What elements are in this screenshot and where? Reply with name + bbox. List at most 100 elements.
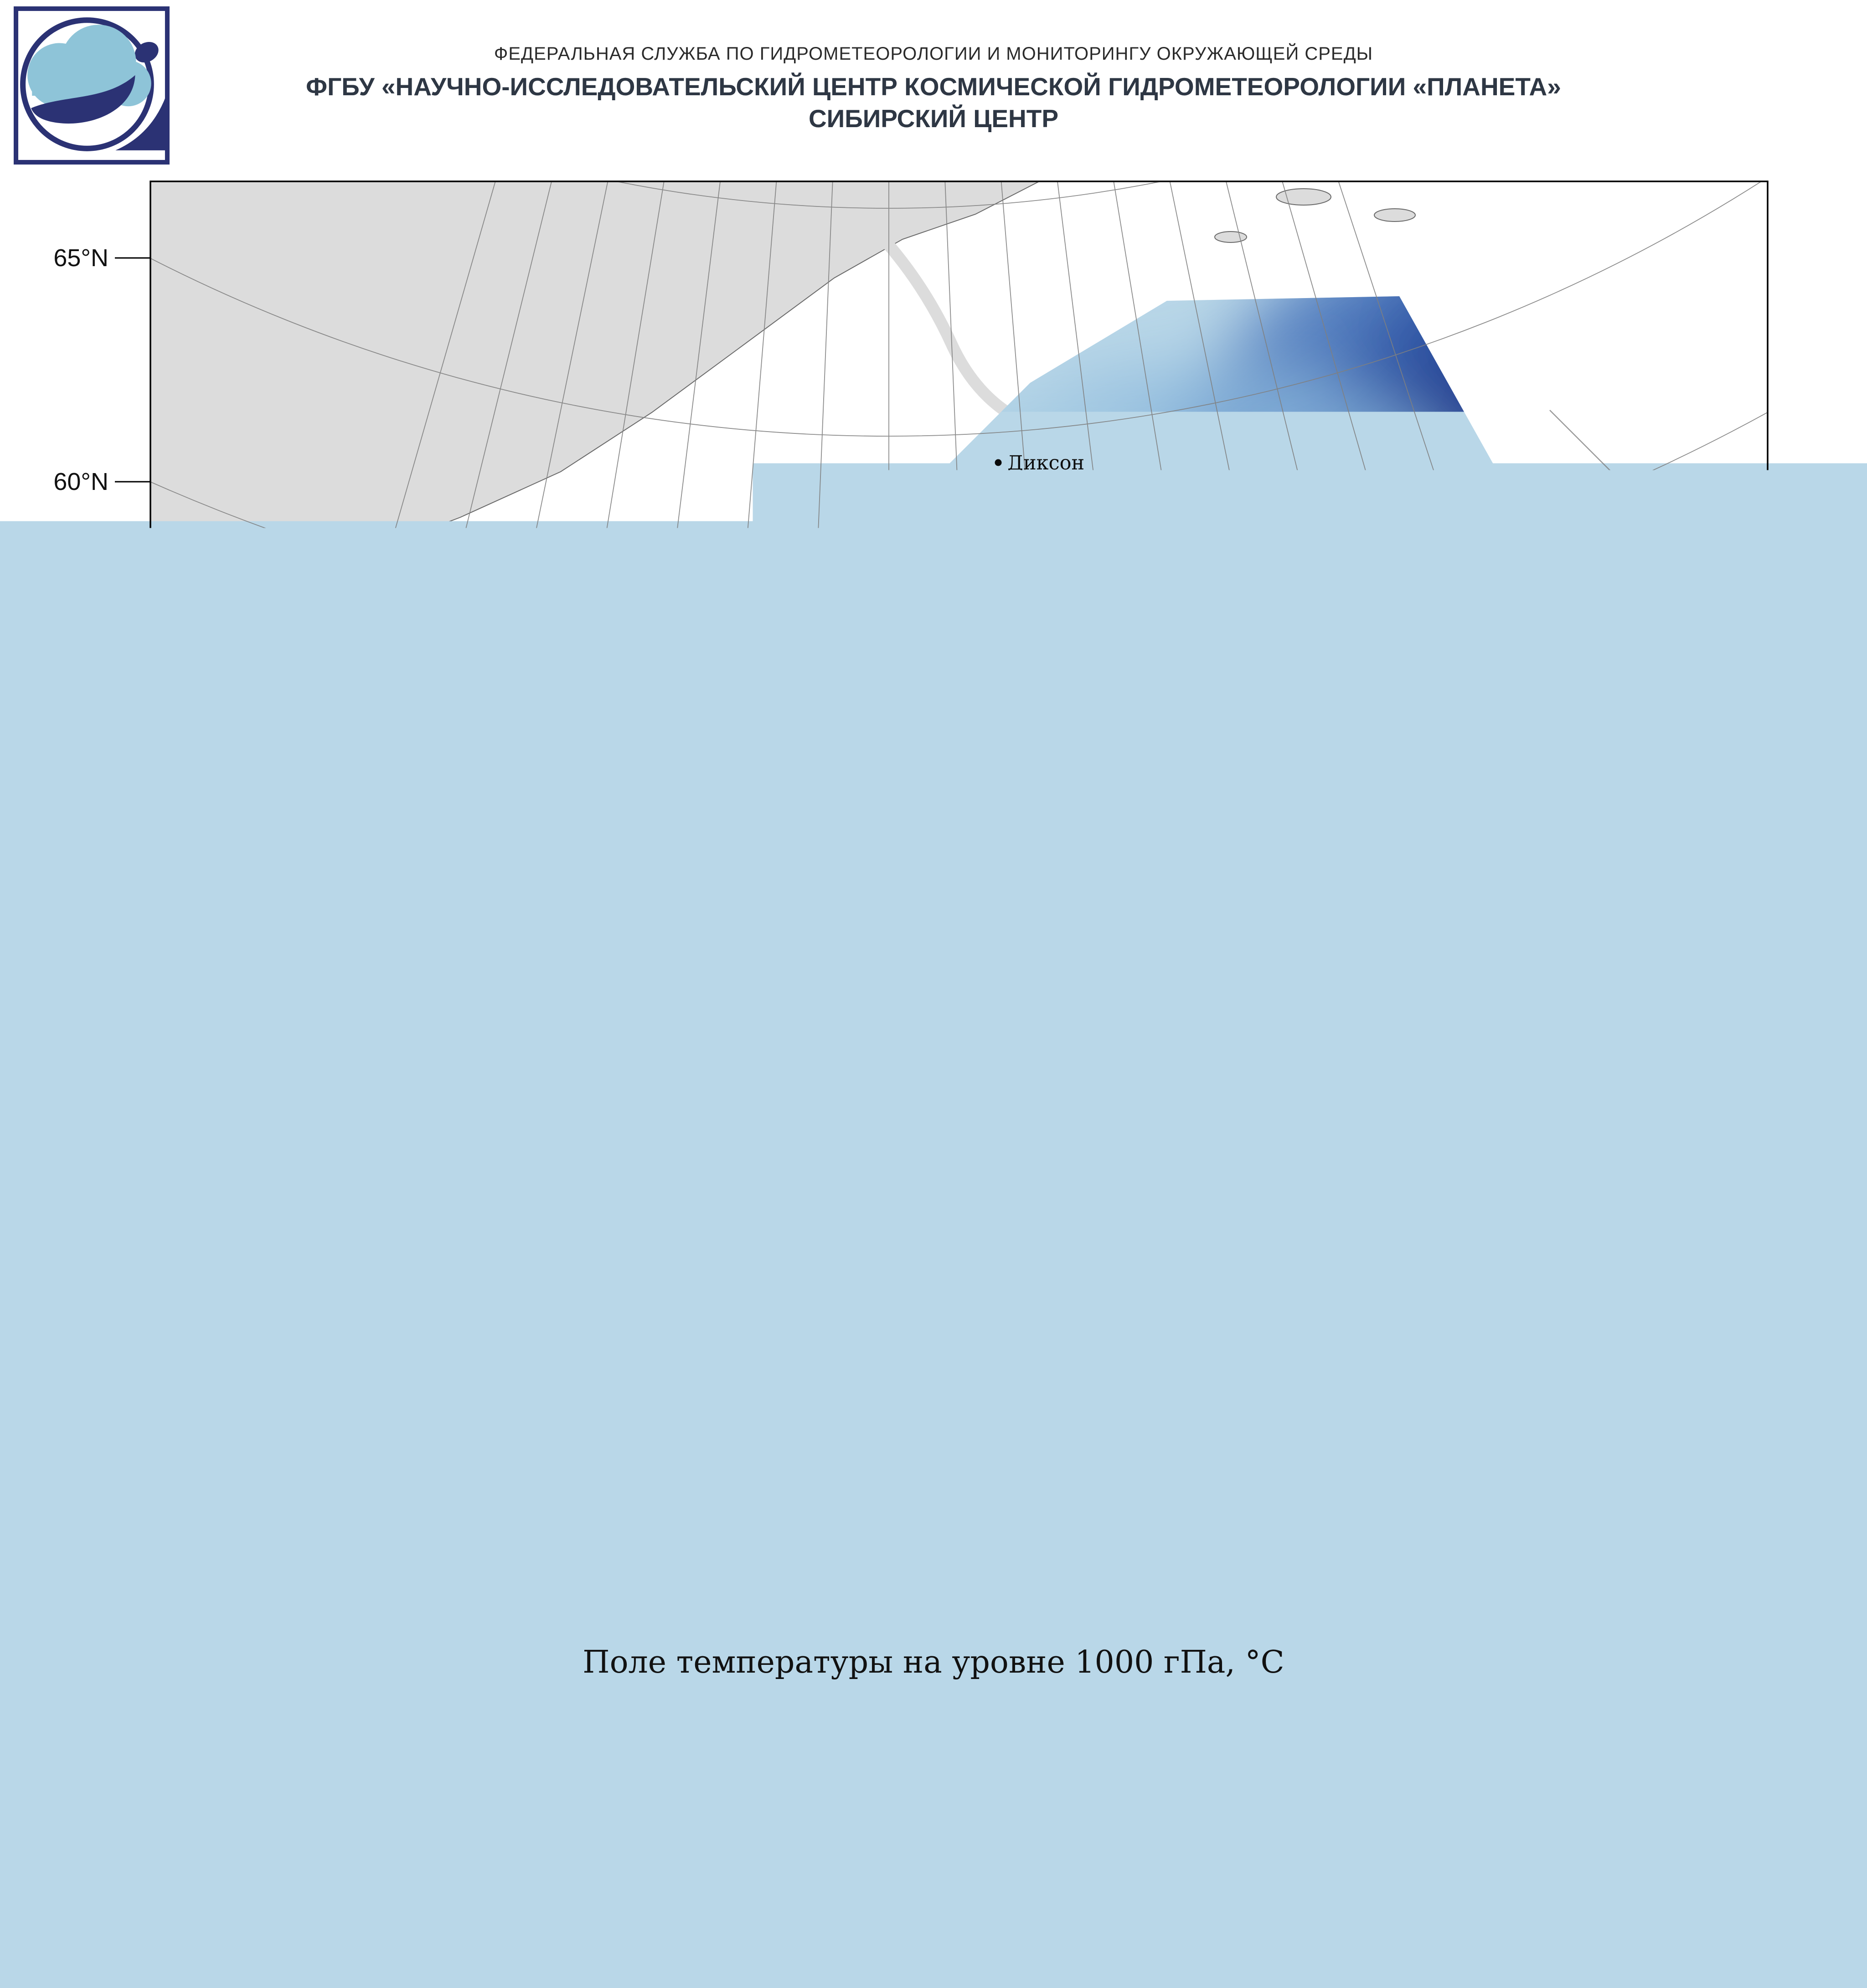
- legend-segment: [1345, 1758, 1381, 1792]
- city-dot: [532, 911, 539, 917]
- land-island: [1276, 189, 1331, 205]
- city-dot: [863, 961, 870, 968]
- legend-segment: [642, 1758, 678, 1792]
- city-label: Улан–Батор: [1423, 1061, 1546, 1083]
- city-marker: Сыктывкар: [591, 701, 720, 724]
- legend-segment: [783, 1758, 819, 1792]
- city-label: Красноярск: [1171, 919, 1295, 942]
- city-marker: С.Енисейск: [1125, 805, 1258, 828]
- city-label: Атырау: [493, 1092, 570, 1115]
- lat-label: 45°N: [53, 991, 108, 1018]
- city-dot: [826, 1066, 833, 1072]
- legend-segment: [150, 1758, 186, 1792]
- legend-segment: [221, 1758, 256, 1792]
- legend-segment: [1099, 1758, 1135, 1792]
- weather-map-page: ФЕДЕРАЛЬНАЯ СЛУЖБА ПО ГИДРОМЕТЕОРОЛОГИИ …: [0, 0, 1867, 1988]
- city-label: Омск: [875, 953, 930, 976]
- lat-label: 50°N: [53, 835, 108, 862]
- city-label: Чимбай: [609, 1240, 689, 1263]
- city-label: Ставрополь: [309, 1074, 430, 1097]
- city-marker: Ашхабад: [528, 1356, 632, 1379]
- parallel-line: [0, 0, 1867, 208]
- city-marker: Душанбе: [742, 1384, 848, 1406]
- city-dot: [1205, 480, 1212, 487]
- legend-segment: [1029, 1758, 1064, 1792]
- city-marker: Усть–Илимск: [1272, 836, 1422, 859]
- legend-segment: [291, 1758, 326, 1792]
- legend-tick-label: -40: [161, 1808, 195, 1834]
- city-label: Туруханск: [1096, 680, 1204, 702]
- city-dot: [865, 1293, 872, 1300]
- city-dot: [1077, 580, 1084, 587]
- legend-segment: [853, 1758, 889, 1792]
- lat-label: 35°N: [53, 1294, 108, 1322]
- land-island: [1374, 209, 1415, 221]
- land-island: [1215, 232, 1247, 242]
- legend-segment: [186, 1758, 221, 1792]
- city-label: Иркутск: [1346, 963, 1434, 985]
- iso-line2: 9001: [1723, 1932, 1748, 1945]
- city-marker: Сабетта: [911, 515, 1007, 538]
- city-label: Норильск: [1089, 572, 1190, 595]
- city-label: Курган: [761, 928, 836, 951]
- lon-label: 60°E: [522, 1587, 576, 1614]
- city-marker: Урумчи: [1104, 1254, 1197, 1277]
- lat-label: 30°N: [53, 1429, 108, 1457]
- satellite-list: NOAA20 / ATMS Suomi NPP / ATMS NOAA21 / …: [1516, 1860, 1689, 1948]
- city-dot: [1334, 970, 1341, 977]
- city-label: Ашхабад: [540, 1356, 631, 1379]
- legend-segment: [1626, 1758, 1662, 1792]
- city-label: Новосибирск: [1030, 955, 1166, 978]
- map-title: Поле температуры на уровне 1000 гПа, °C: [0, 1644, 1867, 1680]
- city-dot: [1411, 1068, 1418, 1075]
- footer-org: Сибирский центр ФГБУ «НИЦ «Планета»: [28, 1870, 409, 1892]
- city-label: С.Енисейск: [1138, 805, 1258, 828]
- city-dot: [377, 1369, 384, 1375]
- city-label: Ванавара: [1260, 780, 1358, 803]
- legend-segment: [1415, 1758, 1451, 1792]
- city-dot: [289, 1013, 295, 1020]
- legend-tick-label: 6: [1435, 1808, 1449, 1834]
- legend-tick-label: -9: [1006, 1808, 1027, 1834]
- city-dot: [596, 1248, 603, 1255]
- city-marker: Кызыл: [1186, 1024, 1268, 1046]
- lon-axis: 45°E 60°E 75°E 90°E 105°E: [151, 1552, 1602, 1614]
- city-marker: Тегеран: [377, 1361, 474, 1384]
- legend-segment: [959, 1758, 994, 1792]
- city-dot: [749, 936, 756, 942]
- city-label: Пекин: [1680, 1190, 1747, 1213]
- city-marker: Ванавара: [1248, 780, 1358, 803]
- legend-segment: [1134, 1758, 1170, 1792]
- legend-segment: [607, 1758, 643, 1792]
- city-dot: [1018, 963, 1025, 970]
- legend-segment: [1450, 1758, 1486, 1792]
- city-marker: Курган: [749, 928, 836, 951]
- city-dot: [1104, 785, 1111, 792]
- city-dot: [1150, 981, 1157, 988]
- city-label: Игарка: [1085, 629, 1160, 652]
- city-label: Архангельск: [523, 595, 655, 618]
- lon-label: 45°E: [151, 1587, 205, 1614]
- legend-tick-label: -1: [1221, 1808, 1242, 1834]
- legend: -40 -32 -24 -17 -9 -1 6 14: [150, 1758, 1767, 1834]
- legend-segment: [1591, 1758, 1627, 1792]
- city-dot: [481, 1100, 488, 1107]
- legend-segment: [361, 1758, 397, 1792]
- city-marker: Ростов–на–Дону: [289, 1005, 467, 1028]
- legend-segment: [1556, 1758, 1591, 1792]
- city-marker: Москва: [372, 818, 463, 840]
- city-dot: [1073, 637, 1079, 644]
- temperature-map: 65°N60°N55°N50°N45°N40°N35°N30°N45°E 60°E…: [0, 0, 1867, 1988]
- legend-segment: [397, 1758, 432, 1792]
- city-marker: Новосибирск: [1018, 955, 1167, 978]
- city-dot: [815, 793, 822, 799]
- legend-tick-label: -24: [588, 1808, 622, 1834]
- city-dot: [1667, 1198, 1674, 1205]
- city-label: Астана: [839, 1058, 912, 1081]
- city-label: Душанбе: [754, 1384, 848, 1406]
- legend-segment: [1310, 1758, 1346, 1792]
- iso-9001-mark: ДОБРОСОВЕСТНЫЙ ПОСТАВЩИК ИСО 9001 -2015: [1695, 1871, 1793, 1983]
- legend-tick-label: -17: [801, 1808, 835, 1834]
- legend-segment: [1205, 1758, 1240, 1792]
- city-label: Сыктывкар: [603, 701, 720, 724]
